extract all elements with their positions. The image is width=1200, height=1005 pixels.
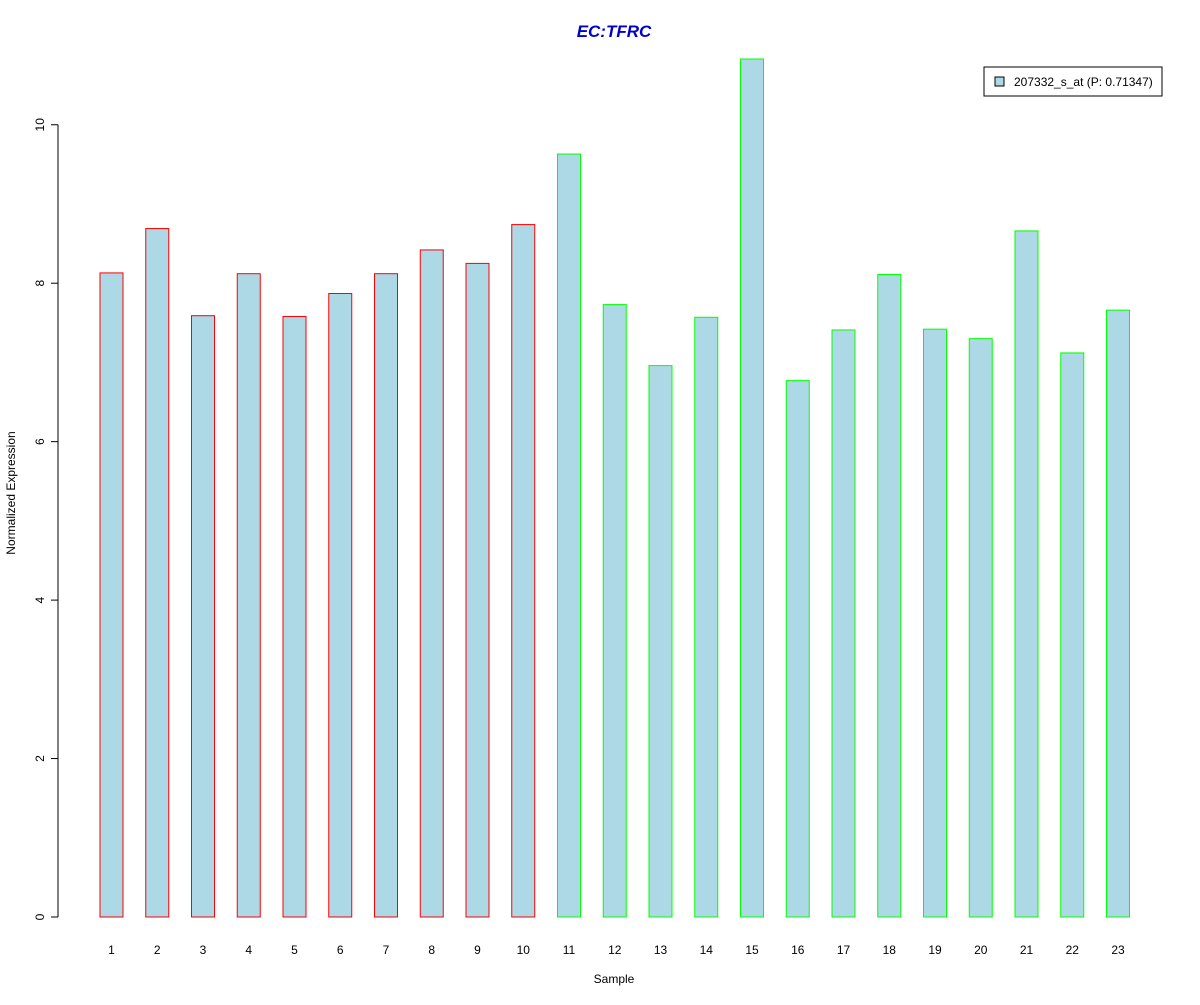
x-tick-label: 5 — [291, 943, 298, 957]
x-tick-label: 21 — [1020, 943, 1034, 957]
x-tick-label: 2 — [154, 943, 161, 957]
bar-sample-14 — [694, 316, 719, 918]
x-tick-label: 20 — [974, 943, 988, 957]
x-tick-label: 16 — [791, 943, 805, 957]
y-tick-label: 4 — [33, 596, 47, 603]
x-tick-label: 12 — [608, 943, 622, 957]
bar-sample-15 — [740, 58, 764, 918]
y-tick-label: 6 — [33, 438, 47, 445]
x-tick-label: 8 — [428, 943, 435, 957]
y-tick-label: 2 — [33, 755, 47, 762]
y-tick-label: 8 — [33, 280, 47, 287]
bar-sample-19 — [923, 328, 947, 918]
y-tick-label: 0 — [33, 913, 47, 920]
x-tick-label: 9 — [474, 943, 481, 957]
x-tick-label: 23 — [1111, 943, 1125, 957]
legend-swatch — [994, 76, 1005, 87]
chart-title: EC:TFRC — [577, 22, 652, 41]
bar-sample-16 — [785, 380, 810, 918]
bar-sample-21 — [1014, 230, 1039, 918]
x-axis-label: Sample — [594, 972, 635, 986]
bar-sample-3 — [191, 315, 215, 918]
legend-box — [983, 66, 1163, 97]
bar-sample-22 — [1060, 352, 1085, 918]
bar-sample-8 — [419, 249, 444, 918]
bar-sample-11 — [557, 153, 581, 918]
bar-sample-2 — [145, 228, 170, 918]
bar-sample-23 — [1106, 309, 1130, 918]
x-tick-label: 18 — [883, 943, 897, 957]
bar-sample-20 — [968, 338, 993, 918]
y-tick-label: 10 — [33, 118, 47, 132]
legend: 207332_s_at (P: 0.71347) — [983, 66, 1163, 97]
x-tick-label: 13 — [654, 943, 668, 957]
x-tick-label: 15 — [745, 943, 759, 957]
x-tick-label: 10 — [517, 943, 531, 957]
x-tick-label: 17 — [837, 943, 851, 957]
y-axis: 0 2 4 6 8 10 — [33, 118, 59, 920]
x-tick-label: 1 — [108, 943, 115, 957]
x-tick-label: 6 — [337, 943, 344, 957]
bar-sample-17 — [831, 329, 856, 918]
bar-sample-10 — [511, 224, 536, 918]
bar-sample-18 — [877, 273, 902, 918]
x-tick-label: 19 — [928, 943, 942, 957]
bar-sample-4 — [236, 273, 261, 918]
bar-sample-7 — [374, 273, 398, 918]
x-tick-label: 3 — [200, 943, 207, 957]
bars-group — [99, 58, 1130, 918]
bar-sample-6 — [328, 293, 353, 918]
x-tick-labels: 1 2 3 4 5 6 7 8 9 10 11 12 13 14 15 16 17 18 19 20 21 22 23 — [108, 943, 1125, 957]
bar-sample-1 — [99, 272, 124, 918]
bar-sample-9 — [465, 262, 490, 918]
x-tick-label: 22 — [1066, 943, 1080, 957]
bar-sample-5 — [282, 315, 307, 918]
legend-label: 207332_s_at (P: 0.71347) — [1014, 75, 1153, 89]
x-tick-label: 4 — [245, 943, 252, 957]
x-tick-label: 14 — [700, 943, 714, 957]
x-tick-label: 7 — [383, 943, 390, 957]
x-tick-label: 11 — [563, 943, 576, 957]
bar-sample-13 — [648, 365, 673, 918]
y-axis-label: Normalized Expression — [4, 431, 18, 554]
bar-sample-12 — [602, 304, 627, 918]
